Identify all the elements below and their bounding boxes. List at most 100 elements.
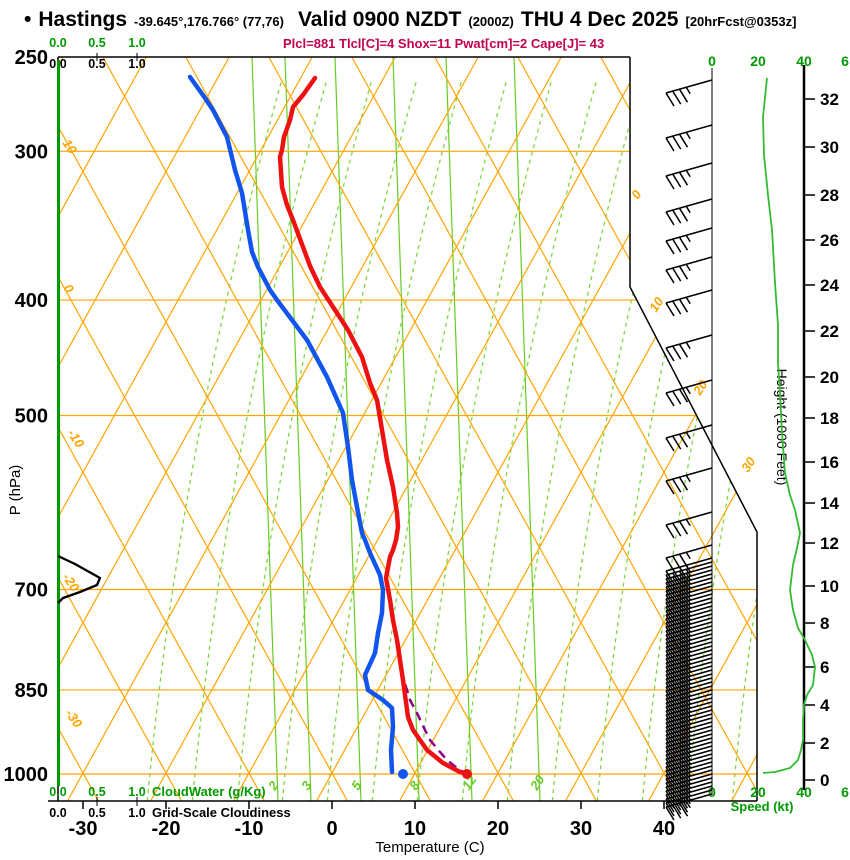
height-tick-label: 0 [820,771,829,790]
cloudwater-scale-tick: 0.0 [49,36,66,50]
height-tick-label: 18 [820,409,839,428]
adiabat-label: 0 [61,281,78,296]
surface-dewpoint-dot [398,769,408,779]
cloudiness-scale-tick: 1.0 [128,806,145,820]
isotherm-line [233,57,645,801]
cloudwater-scale-tick: 1.0 [128,36,145,50]
temp-tick-label: -30 [69,818,98,840]
isotherm-line [648,57,757,801]
pressure-tick-label: 500 [15,405,48,427]
mixing-ratio-label: 8 [406,778,423,793]
height-tick-label: 4 [820,696,830,715]
cloudiness-scale-tick: 1.0 [128,57,145,71]
cloudwater-scale-tick: 1.0 [128,785,145,799]
dry-adiabat-line [58,57,182,801]
cloudiness-scale-tick: 0.0 [49,806,66,820]
height-tick-label: 20 [820,368,839,387]
cloudwater-scale-tick: 0.5 [88,36,105,50]
speed-axis-title: Speed (kt) [731,799,794,814]
height-tick-label: 6 [820,658,829,677]
speed-scale-tick: 20 [750,53,766,69]
moist-adiabat-line [371,80,508,801]
height-tick-label: 8 [820,614,829,633]
moist-adiabat-line [686,80,757,801]
isotherm-line [58,57,147,801]
dewpoint-curve [187,74,396,775]
temp-tick-label: -20 [152,818,181,840]
isotherm-label: 20 [689,377,711,399]
surface-temperature-dot [462,769,472,779]
pressure-tick-label: 850 [15,680,48,702]
cloudiness-legend: Grid-Scale Cloudiness [152,805,291,820]
cloudiness-scale-tick: 0.5 [88,806,105,820]
sounding-parameters: Plcl=881 Tlcl[C]=4 Shox=11 Pwat[cm]=2 Ca… [283,36,605,51]
mixing-ratio-label: 5 [348,778,365,793]
moist-adiabat-line [506,80,643,801]
speed-scale-tick: 6 [841,53,849,69]
isotherm-line [565,57,757,801]
chart-title: • Hastings -39.645°,176.766° (77,76) Valid … [24,8,796,32]
pressure-tick-label: 1000 [4,764,49,786]
height-tick-label: 22 [820,322,839,341]
temp-tick-label: 0 [326,818,337,840]
dry-adiabat-line [58,57,431,801]
mixing-ratio-label: 2 [264,778,281,794]
speed-scale-tick: 20 [750,784,766,800]
mixing-ratio-label: 3 [298,778,315,793]
cloudwater-legend: CloudWater (g/Kg) [152,784,266,799]
dry-adiabat-line [58,57,348,801]
height-tick-label: 26 [820,231,839,250]
adiabat-label: -30 [63,706,86,731]
moist-adiabat-line [191,80,328,801]
speed-scale-tick: 0 [708,53,716,69]
cloudiness-scale-tick: 0.5 [88,57,105,71]
cloudiness-profile [57,554,102,604]
height-tick-label: 14 [820,494,839,513]
mixing-ratio-line [334,57,362,801]
temp-tick-label: 20 [487,818,509,840]
isotherm-label: 30 [738,454,759,475]
zulu-time: (2000Z) [468,14,514,29]
cloudwater-scale-tick: 0.0 [49,785,66,799]
temperature-curve [277,75,470,777]
station-name: Hastings [38,8,128,31]
mixing-ratio-line [513,57,541,801]
temp-axis-title: Temperature (C) [375,839,484,856]
isotherm-line [150,57,562,801]
isotherm-line [58,57,313,801]
moist-adiabat-line [146,80,283,801]
cloudwater-scale-tick: 0.5 [88,785,105,799]
moist-adiabat-line [596,80,733,801]
temp-tick-label: 30 [570,818,592,840]
height-tick-label: 24 [820,276,839,295]
moist-adiabat-line [281,80,418,801]
moist-adiabat-line [416,80,553,801]
mixing-ratio-line [392,57,420,801]
pressure-tick-label: 700 [15,580,48,602]
height-tick-label: 10 [820,577,839,596]
moist-adiabat-line [731,80,757,801]
height-tick-label: 28 [820,186,839,205]
mixing-ratio-label: 20 [526,772,548,794]
isotherm-label: 10 [646,294,667,315]
dry-adiabat-line [351,57,757,801]
temp-tick-label: 10 [404,818,426,840]
isotherm-line [58,57,396,801]
temp-tick-label: 40 [653,818,675,840]
moist-adiabat-line [326,80,463,801]
station-coords: -39.645°,176.766° (77,76) [134,14,284,29]
valid-time: Valid 0900 NZDT [297,8,462,31]
temp-tick-label: -10 [235,818,264,840]
adiabat-label: -10 [65,426,88,451]
isotherm-line [482,57,757,801]
moist-adiabat-line [236,80,373,801]
bullet-icon: • [24,8,32,31]
wind-speed-profile [762,77,816,774]
pressure-tick-label: 400 [15,290,48,312]
isotherm-line [58,57,230,801]
skewt-lattice [58,57,757,801]
height-tick-label: 2 [820,734,829,753]
forecast-run: [20hrFcst@0353z] [685,14,797,29]
dry-adiabat-line [268,57,680,801]
